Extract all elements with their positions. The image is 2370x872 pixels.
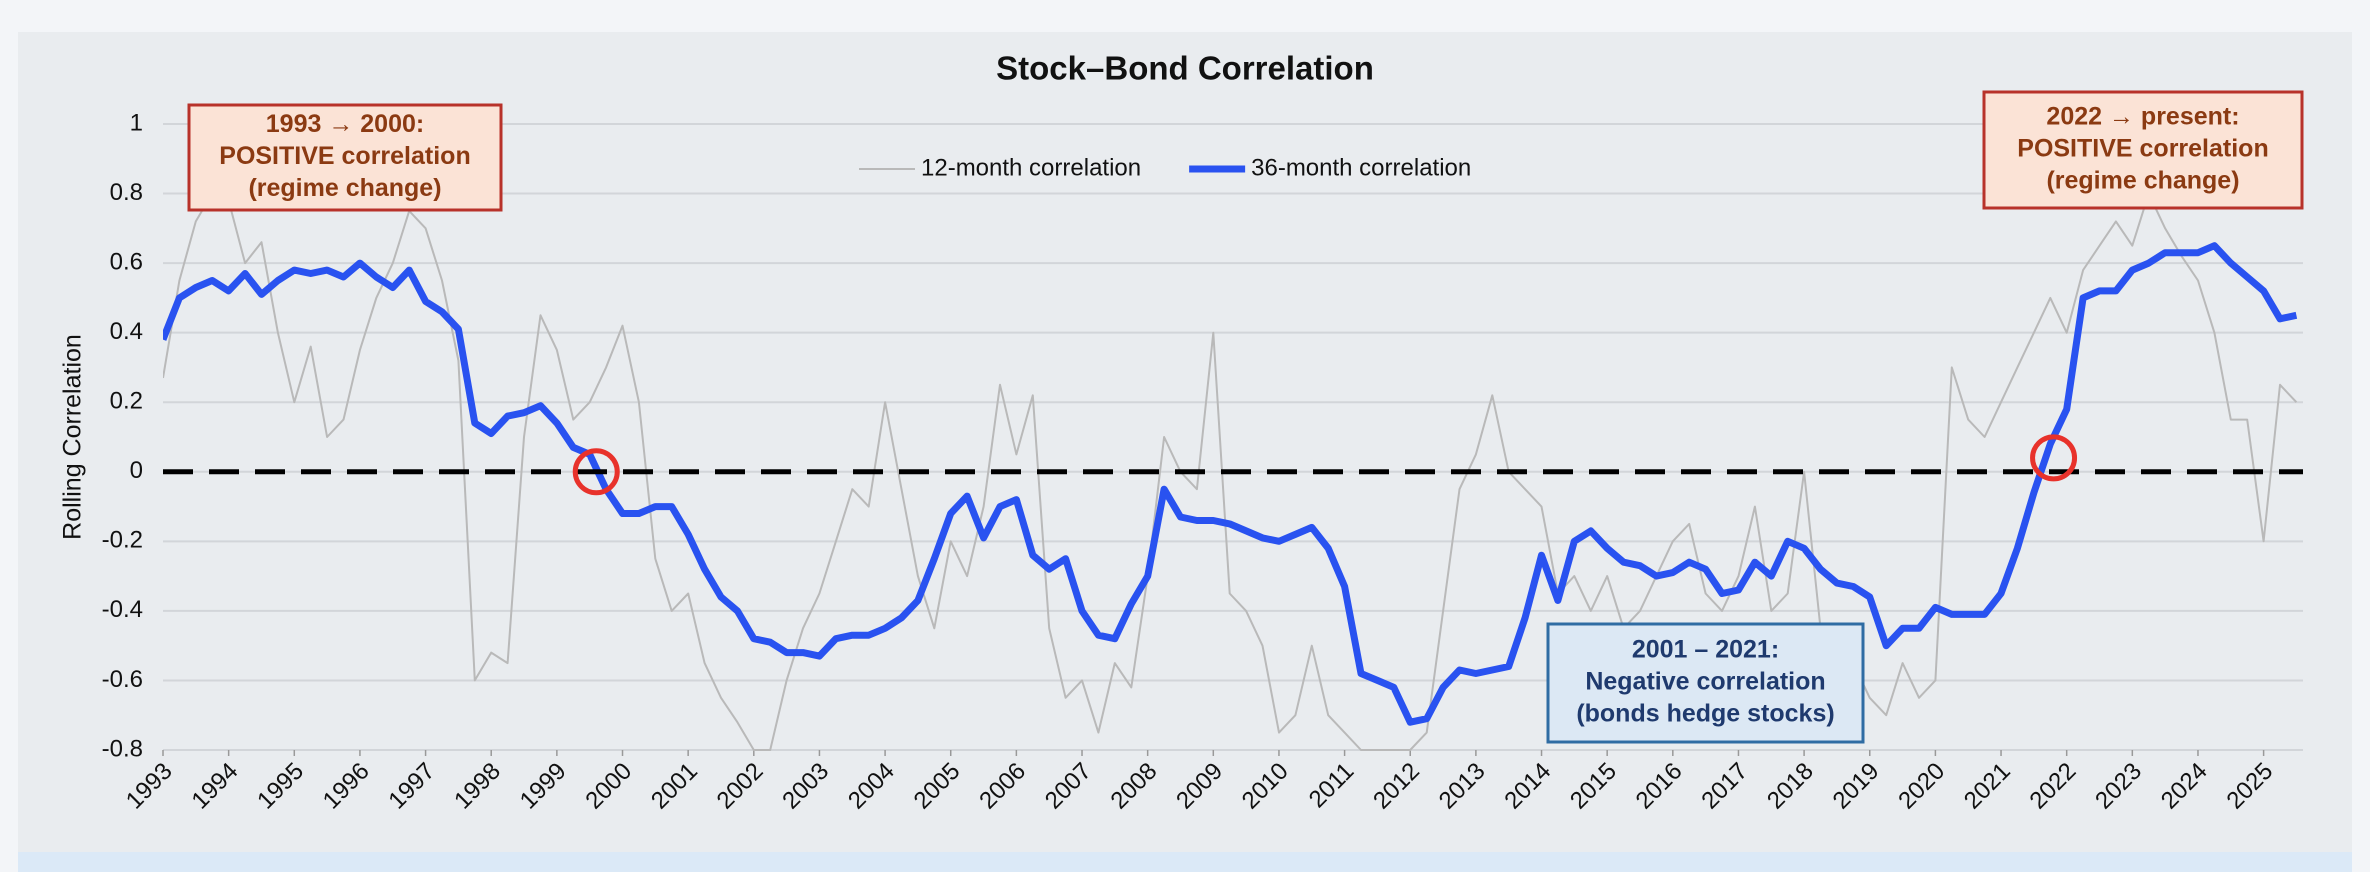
- annotation-box: [1546, 622, 1865, 744]
- y-tick-label: 0: [130, 457, 143, 484]
- annotation-box: [187, 103, 503, 212]
- y-tick-label: 0.8: [110, 179, 143, 206]
- legend-label: 36-month correlation: [1251, 154, 1471, 181]
- highlight-circle: [2030, 434, 2078, 482]
- annotation-text: 1993 → 2000:: [266, 110, 424, 138]
- annotation-text: (bonds hedge stocks): [1576, 700, 1834, 728]
- series-group: [163, 192, 2298, 751]
- bottom-strip: [18, 852, 2352, 872]
- annotation-text: 2022 → present:: [2046, 103, 2239, 131]
- y-tick-label: -0.6: [102, 666, 143, 693]
- y-tick-label: -0.8: [102, 735, 143, 762]
- annotation-text: (regime change): [248, 174, 441, 202]
- y-tick-label: 1: [130, 109, 143, 136]
- y-tick-label: 0.2: [110, 388, 143, 415]
- annotation-text: POSITIVE correlation: [219, 142, 470, 170]
- annotation-text: 2001 – 2021:: [1632, 636, 1779, 664]
- annotation-text: POSITIVE correlation: [2017, 135, 2268, 163]
- annotation-text: Negative correlation: [1585, 668, 1825, 696]
- legend-label: 12-month correlation: [921, 154, 1141, 181]
- chart-title: Stock–Bond Correlation: [996, 50, 1374, 87]
- series-line: [163, 242, 2298, 726]
- y-tick-label: 0.4: [110, 318, 143, 345]
- series-line: [163, 192, 2298, 751]
- highlight-circle: [572, 448, 620, 496]
- annotation-box: [1982, 90, 2304, 210]
- y-tick-label: -0.2: [102, 527, 143, 554]
- y-axis-label: Rolling Correlation: [59, 334, 87, 540]
- annotation-text: (regime change): [2046, 167, 2239, 195]
- y-tick-label: 0.6: [110, 248, 143, 275]
- y-tick-label: -0.4: [102, 596, 143, 623]
